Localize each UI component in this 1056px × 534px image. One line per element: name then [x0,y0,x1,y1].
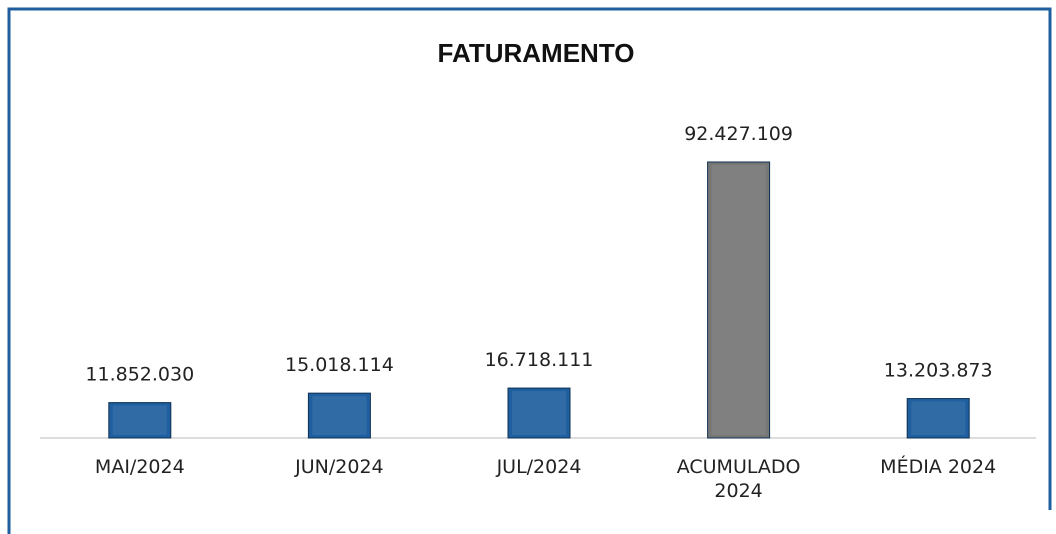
bar-highlight [112,405,167,435]
x-tick-label: JUN/2024 [295,456,384,478]
frame [7,7,1052,534]
chart-title: FATURAMENTO [438,38,635,68]
x-tick-label: MÉDIA 2024 [880,456,997,478]
value-label: 16.718.111 [485,349,594,371]
bar [707,161,771,439]
bar-highlight [911,401,966,435]
bar-highlight [512,391,566,435]
x-tick-label: ACUMULADO 2024 [676,456,801,502]
value-label: 92.427.109 [684,123,793,145]
bar [307,392,371,439]
bar [906,398,970,439]
x-tick-label: JUL/2024 [496,456,582,478]
x-tick-label: MAI/2024 [94,456,185,478]
bar [507,387,571,439]
bar [108,402,172,439]
bar-highlight [312,396,367,435]
bar-highlight [711,165,766,435]
value-label: 13.203.873 [884,360,993,382]
value-label: 15.018.114 [285,354,394,376]
value-label: 11.852.030 [85,364,194,386]
